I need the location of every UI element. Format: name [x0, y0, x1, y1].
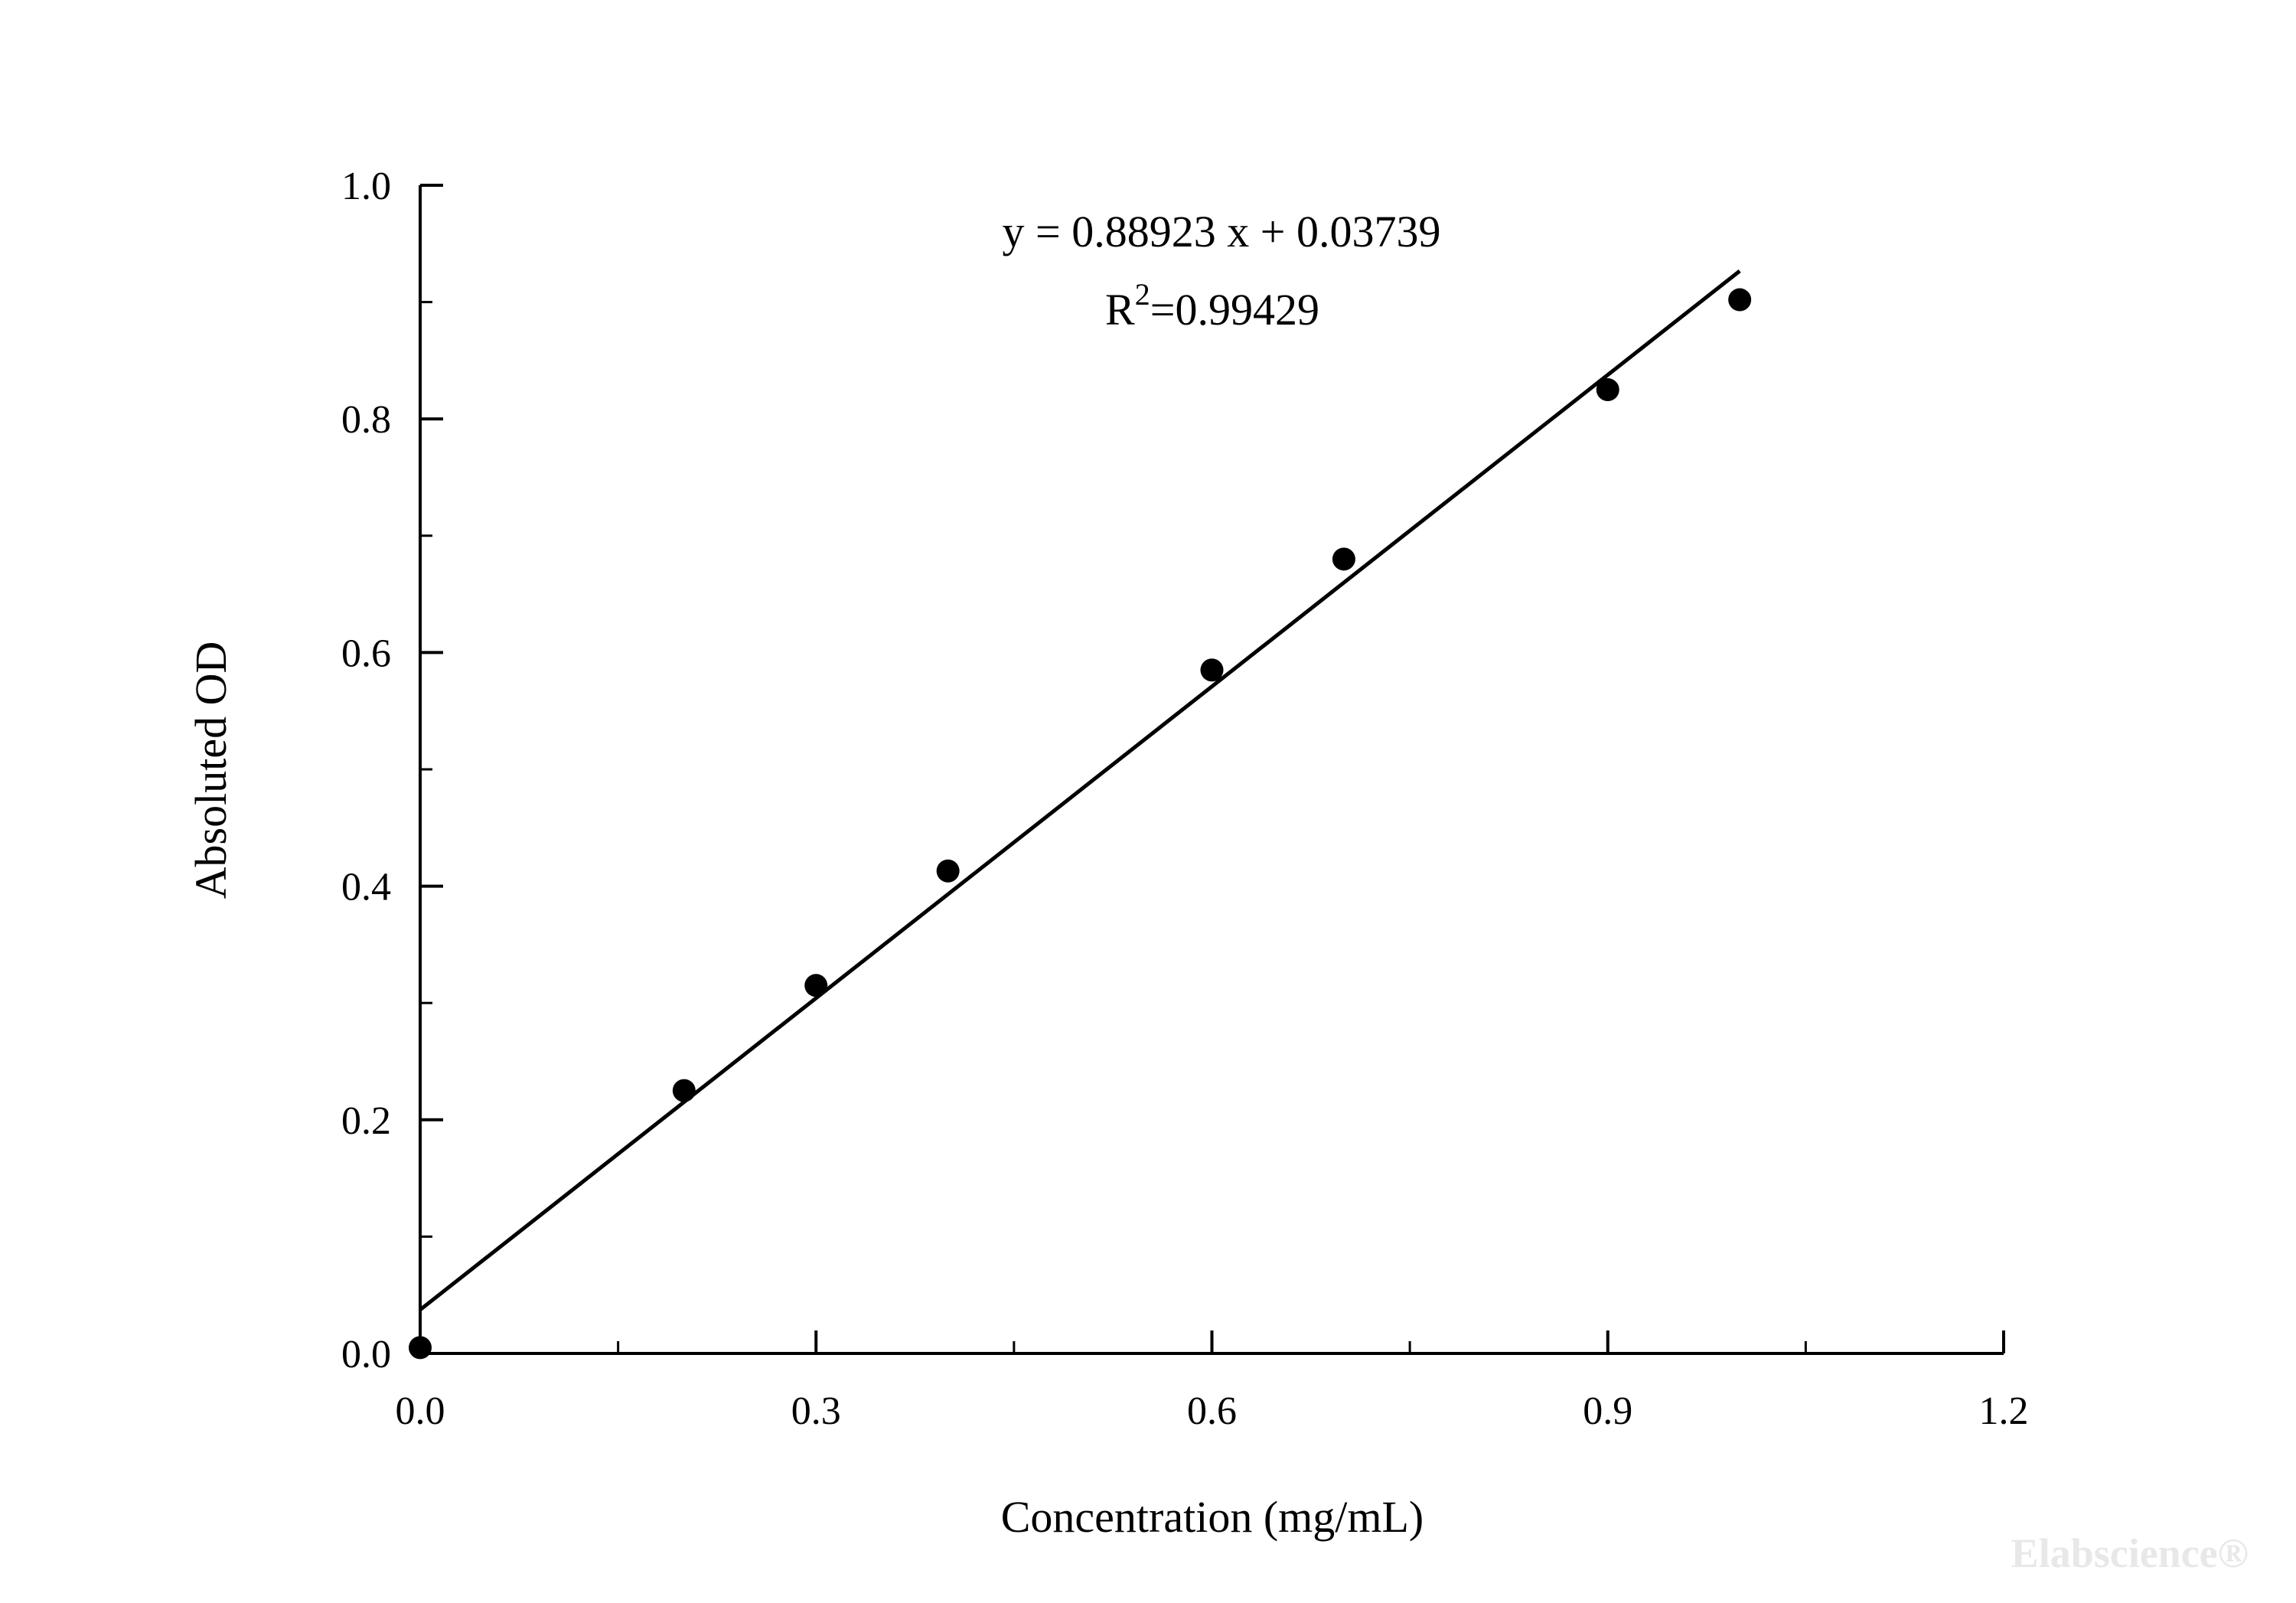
data-point — [1728, 288, 1752, 312]
data-point — [672, 1079, 696, 1102]
data-point — [409, 1336, 432, 1360]
r-squared-value: =0.99429 — [1150, 285, 1319, 335]
x-tick-label: 0.3 — [791, 1389, 841, 1433]
y-axis-label: Absoluted OD — [186, 642, 236, 899]
x-tick-label: 0.0 — [396, 1389, 445, 1433]
y-tick-label: 0.4 — [341, 866, 391, 909]
x-axis-label: Concentration (mg/mL) — [1001, 1492, 1424, 1542]
x-tick-label: 1.2 — [1979, 1389, 2029, 1433]
data-point — [804, 974, 828, 997]
data-point — [1596, 378, 1619, 402]
y-tick-label: 0.0 — [341, 1333, 391, 1376]
y-tick-label: 0.8 — [341, 398, 391, 442]
r-squared-annotation: R2=0.99429 — [1105, 277, 1319, 335]
data-point — [1200, 658, 1224, 682]
y-tick-label: 0.2 — [341, 1099, 391, 1143]
r-squared-base: R — [1105, 285, 1135, 335]
y-tick-label: 0.6 — [341, 632, 391, 675]
data-point — [1332, 547, 1355, 571]
data-point — [936, 859, 960, 883]
plot-layer: 0.0 0.3 0.6 0.9 1.2 0.0 0.2 0.4 0.6 0.8 1.0 — [341, 165, 2029, 1433]
fit-line — [419, 269, 1741, 1311]
x-tick-label: 0.6 — [1187, 1389, 1237, 1433]
y-tick-label: 1.0 — [341, 165, 391, 208]
watermark: Elabscience® — [2011, 1530, 2249, 1576]
fit-equation-annotation: y = 0.88923 x + 0.03739 — [1003, 207, 1441, 256]
r-squared-superscript: 2 — [1135, 277, 1150, 312]
x-tick-label: 0.9 — [1583, 1389, 1632, 1433]
